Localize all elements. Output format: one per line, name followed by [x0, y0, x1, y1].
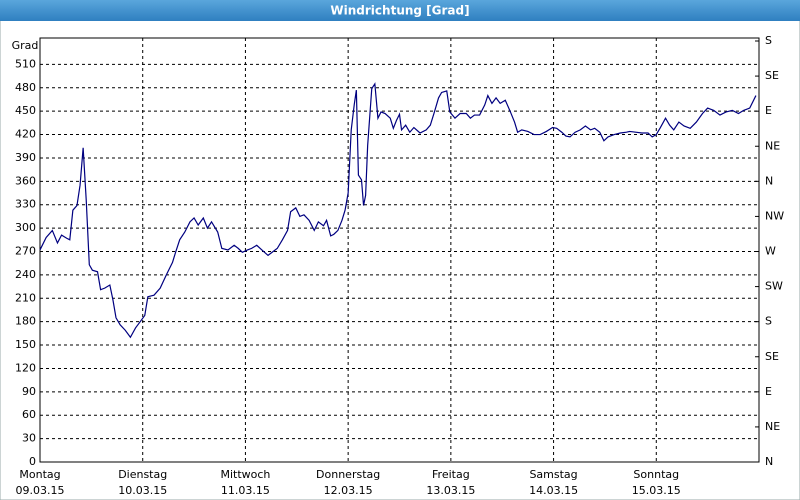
y-tick-label: 390 — [15, 151, 36, 164]
y-tick-label: 510 — [15, 57, 36, 70]
x-tick-date: 12.03.15 — [324, 484, 373, 497]
y-tick-label: 30 — [22, 432, 36, 445]
x-tick-date: 09.03.15 — [16, 484, 65, 497]
y-tick-label: 210 — [15, 291, 36, 304]
plot-area — [39, 37, 760, 463]
title-bar — [0, 0, 800, 21]
y-tick-label: 480 — [15, 81, 36, 94]
y2-tick-label: NW — [765, 209, 784, 222]
x-tick-label: Samstag — [529, 468, 577, 481]
x-tick-label: Freitag — [432, 468, 470, 481]
y2-tick-label: SE — [765, 350, 779, 363]
y2-tick-label: E — [765, 385, 772, 398]
y2-tick-label: NE — [765, 139, 780, 152]
y2-tick-label: W — [765, 245, 776, 258]
x-tick-label: Dienstag — [118, 468, 167, 481]
y2-tick-label: E — [765, 104, 772, 117]
y-tick-label: 240 — [15, 268, 36, 281]
y-tick-label: 270 — [15, 245, 36, 258]
y-tick-label: 360 — [15, 174, 36, 187]
y-tick-label: 180 — [15, 315, 36, 328]
y-tick-label: 120 — [15, 361, 36, 374]
y-tick-label: 90 — [22, 385, 36, 398]
x-tick-date: 11.03.15 — [221, 484, 270, 497]
x-tick-date: 10.03.15 — [118, 484, 167, 497]
data-line — [39, 82, 757, 339]
y2-tick-label: N — [765, 174, 773, 187]
x-tick-label: Donnerstag — [316, 468, 380, 481]
x-tick-label: Sonntag — [633, 468, 679, 481]
y-tick-label: 150 — [15, 338, 36, 351]
x-tick-label: Montag — [19, 468, 60, 481]
y2-tick-label: N — [765, 455, 773, 468]
y2-tick-label: SW — [765, 280, 783, 293]
y-tick-label: 0 — [29, 455, 36, 468]
y-tick-label: 450 — [15, 104, 36, 117]
y-tick-label: 420 — [15, 128, 36, 141]
x-tick-label: Mittwoch — [220, 468, 270, 481]
y-tick-label: 60 — [22, 408, 36, 421]
y-axis-title: Grad — [12, 39, 39, 52]
x-tick-date: 13.03.15 — [426, 484, 475, 497]
x-tick-date: 15.03.15 — [632, 484, 681, 497]
y2-tick-label: S — [765, 34, 772, 47]
y-tick-label: 300 — [15, 221, 36, 234]
chart-title: Windrichtung [Grad] — [330, 4, 469, 18]
y2-tick-label: S — [765, 315, 772, 328]
y-tick-label: 330 — [15, 198, 36, 211]
x-tick-date: 14.03.15 — [529, 484, 578, 497]
y2-tick-label: SE — [765, 69, 779, 82]
y2-tick-label: NE — [765, 420, 780, 433]
